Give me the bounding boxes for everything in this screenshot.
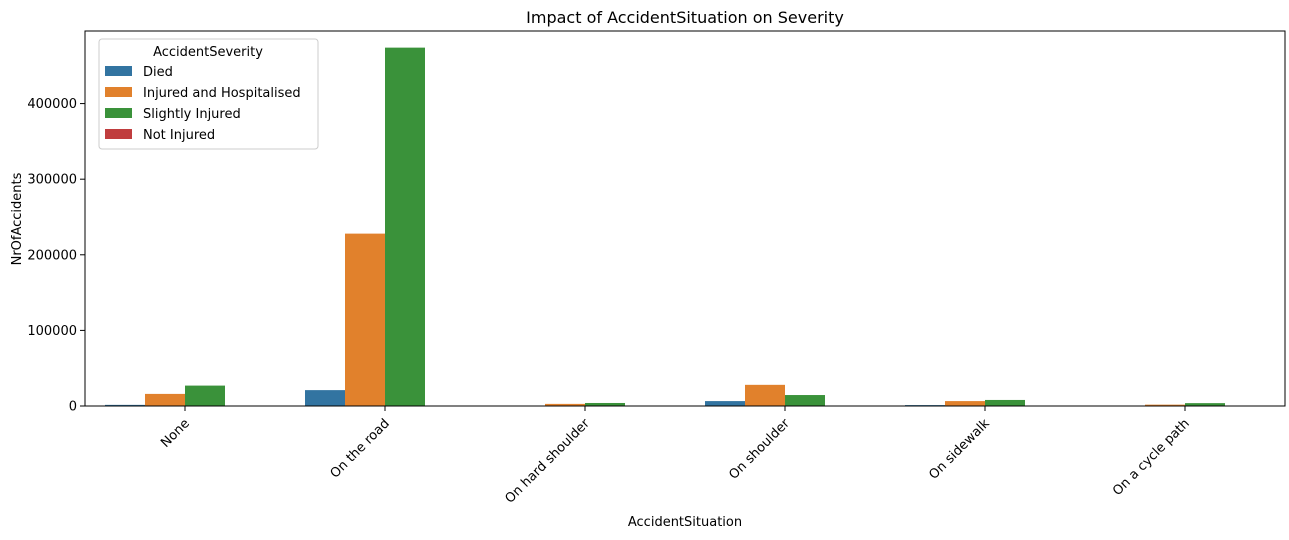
bar	[705, 401, 745, 406]
legend-label: Slightly Injured	[143, 107, 241, 122]
legend-title: AccidentSeverity	[153, 45, 263, 60]
y-tick-label: 0	[69, 400, 77, 415]
legend-label: Injured and Hospitalised	[143, 86, 301, 101]
legend-swatch	[105, 66, 132, 76]
bar	[145, 393, 185, 406]
y-tick-label: 300000	[27, 173, 77, 188]
legend: AccidentSeverity Died Injured and Hospita…	[98, 38, 319, 150]
x-tick-label: On sidewalk	[926, 416, 993, 483]
y-tick-label: 200000	[27, 248, 77, 263]
bar	[545, 403, 585, 406]
y-axis-title: NrOfAccidents	[10, 172, 25, 265]
bar	[945, 401, 985, 406]
bar	[785, 395, 825, 406]
y-tick-label: 100000	[27, 324, 77, 339]
plot-frame	[84, 30, 1286, 407]
y-tick-label: 400000	[27, 97, 77, 112]
x-axis: None On the road On hard shoulder On should…	[158, 406, 1193, 507]
x-tick-label: None	[158, 416, 193, 451]
legend-items: Died Injured and Hospitalised Slightly Inj…	[105, 65, 301, 143]
x-tick-label: On the road	[328, 416, 393, 481]
x-tick-label: On a cycle path	[1110, 416, 1193, 499]
bar	[305, 390, 345, 406]
legend-swatch	[105, 129, 132, 139]
x-tick-label: On hard shoulder	[503, 416, 594, 507]
bar	[105, 404, 145, 406]
bar	[185, 385, 225, 406]
bar	[585, 402, 625, 406]
legend-label: Died	[143, 65, 173, 80]
legend-swatch	[105, 87, 132, 97]
bar	[745, 384, 785, 406]
y-axis: 0 100000 200000 300000 400000	[27, 97, 85, 415]
bar	[385, 47, 425, 406]
legend-label: Not Injured	[143, 128, 215, 143]
x-axis-title: AccidentSituation	[628, 515, 742, 530]
bar	[345, 233, 385, 406]
chart-title: Impact of AccidentSituation on Severity	[526, 8, 844, 27]
x-tick-label: On shoulder	[726, 416, 793, 483]
bars-group	[105, 47, 1225, 406]
bar	[1145, 404, 1185, 406]
legend-swatch	[105, 108, 132, 118]
bar	[1185, 403, 1225, 406]
legend-box	[98, 38, 319, 150]
bar	[985, 399, 1025, 406]
